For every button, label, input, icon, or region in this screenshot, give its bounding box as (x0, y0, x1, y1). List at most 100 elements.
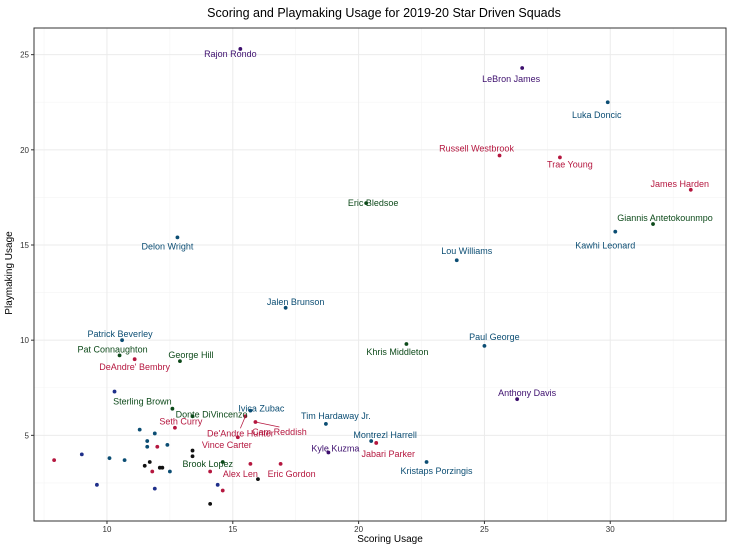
data-point (248, 408, 253, 413)
data-point (520, 66, 525, 70)
data-point (170, 406, 175, 411)
data-point (364, 201, 369, 206)
y-tick-label: 5 (25, 431, 30, 440)
label-leader-line (240, 416, 246, 429)
axes-layer: 10 15 20 25 30 5 10 15 20 25 (20, 27, 727, 534)
y-axis-title: Playmaking Usage (4, 231, 15, 315)
point-label: De'Andre Hunter (207, 428, 274, 438)
data-point (190, 454, 195, 459)
x-tick-label: 20 (354, 525, 363, 534)
point-label: Delon Wright (142, 241, 194, 251)
data-point (651, 222, 655, 226)
data-point (137, 427, 142, 432)
point-label: Patrick Beverley (88, 329, 154, 339)
data-point (152, 431, 157, 436)
data-point (497, 153, 502, 158)
data-point (150, 469, 155, 474)
data-point (238, 47, 243, 51)
point-label: Kawhi Leonard (575, 241, 635, 251)
y-tick-label: 15 (20, 241, 29, 250)
data-point (132, 357, 137, 362)
data-point (79, 452, 84, 457)
x-tick-label: 15 (228, 525, 237, 534)
data-point (220, 460, 225, 464)
y-tick-label: 20 (20, 146, 29, 155)
point-label: Trae Young (547, 159, 593, 169)
data-point (220, 488, 225, 493)
data-point (142, 463, 147, 468)
data-point (515, 397, 520, 402)
point-label: George Hill (168, 350, 213, 360)
data-point (256, 477, 260, 482)
data-point (605, 100, 610, 105)
data-point (167, 469, 172, 474)
data-point (208, 501, 213, 506)
point-label: James Harden (651, 179, 710, 189)
data-point (190, 448, 195, 453)
data-point (369, 439, 374, 443)
points-layer (52, 47, 693, 506)
data-point (326, 450, 331, 455)
x-tick-label: 30 (606, 525, 615, 534)
data-point (95, 482, 99, 487)
labels-layer: Rajon Rondo LeBron James Luka Doncic Russel… (78, 49, 713, 479)
point-label: Cam Reddish (252, 427, 307, 437)
point-label: Jabari Parker (361, 449, 415, 459)
data-point (175, 235, 180, 240)
point-label: Luka Doncic (572, 110, 622, 120)
data-point (190, 414, 195, 419)
data-point (404, 342, 409, 346)
data-point (248, 461, 253, 466)
point-label: Ivica Zubac (238, 404, 285, 414)
point-label: Paul George (469, 332, 520, 342)
point-label: Eric Bledsoe (348, 198, 399, 208)
data-point (283, 305, 288, 310)
point-label: Lou Williams (441, 246, 493, 256)
data-point (145, 444, 150, 449)
x-axis-title: Scoring Usage (357, 534, 423, 545)
point-label: Khris Middleton (366, 347, 428, 357)
point-label: Seth Curry (159, 417, 203, 427)
data-point (145, 439, 150, 443)
data-point (107, 456, 112, 461)
data-point (160, 465, 165, 470)
point-label: LeBron James (482, 74, 541, 84)
data-point (122, 458, 127, 462)
point-label: Kyle Kuzma (311, 443, 359, 453)
data-point (558, 155, 562, 160)
data-point (147, 460, 152, 464)
point-label: Pat Connaughton (78, 344, 148, 354)
point-label: Alex Len (223, 469, 258, 479)
point-label: Anthony Davis (498, 388, 557, 398)
point-label: Tim Hardaway Jr. (301, 411, 371, 421)
data-point (278, 461, 283, 466)
grid-layer (34, 28, 726, 521)
point-label: Rajon Rondo (204, 49, 257, 59)
data-point (215, 482, 220, 487)
point-label: Vince Carter (202, 440, 252, 450)
point-label: Brook Lopez (182, 459, 233, 469)
data-point (165, 442, 170, 447)
data-point (178, 359, 182, 364)
data-point (52, 458, 57, 462)
data-point (208, 469, 213, 474)
panel-border (33, 27, 727, 522)
point-label: Jalen Brunson (267, 297, 325, 307)
data-point (173, 425, 177, 430)
data-point (482, 343, 487, 348)
x-tick-label: 10 (103, 525, 112, 534)
y-tick-label: 10 (20, 336, 29, 345)
data-point (152, 486, 157, 491)
point-label: Giannis Antetokounmpo (617, 213, 713, 223)
data-point (323, 422, 328, 426)
chart-title: Scoring and Playmaking Usage for 2019-20… (207, 6, 561, 20)
point-label: Donte DiVincenzo (176, 409, 248, 419)
data-point (454, 258, 459, 263)
y-tick-label: 25 (20, 51, 29, 60)
x-tick-label: 25 (480, 525, 489, 534)
label-leader-line (255, 421, 280, 428)
point-label: Eric Gordon (268, 469, 316, 479)
point-label: DeAndre' Bembry (99, 362, 170, 372)
data-point (424, 460, 429, 464)
